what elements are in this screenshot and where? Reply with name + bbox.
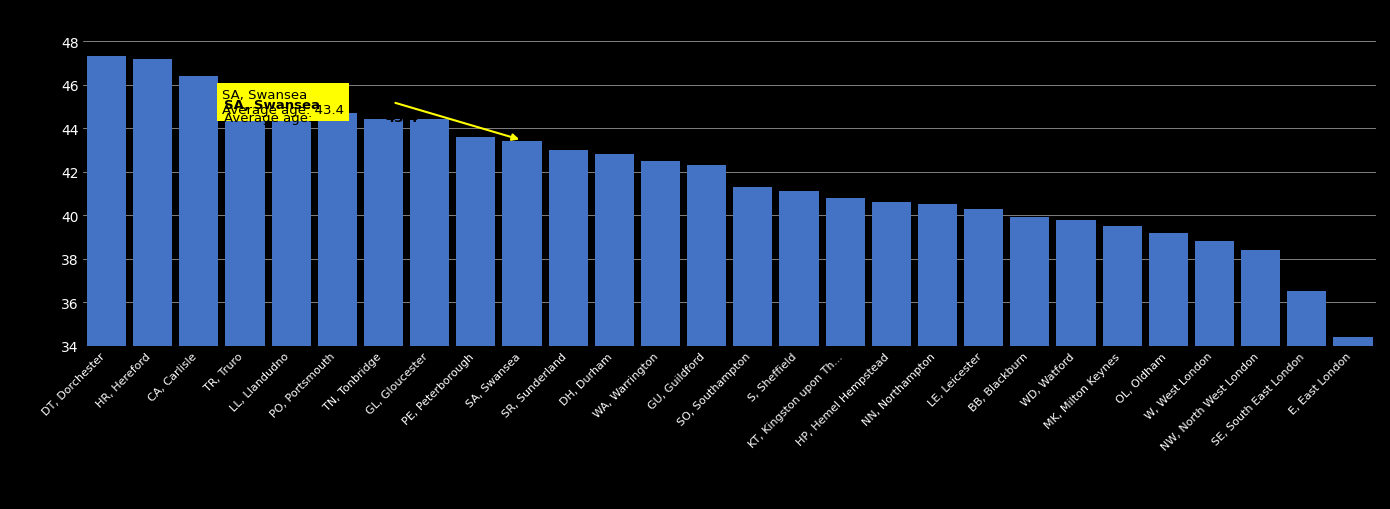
Bar	[133, 60, 172, 509]
Bar	[318, 114, 357, 509]
Bar	[86, 58, 126, 509]
Bar	[364, 120, 403, 509]
Bar	[965, 209, 1004, 509]
Bar	[780, 192, 819, 509]
Bar	[410, 120, 449, 509]
Bar	[826, 199, 865, 509]
Text: Average age:: Average age:	[224, 112, 317, 125]
Bar	[687, 166, 727, 509]
Bar	[595, 155, 634, 509]
Bar	[917, 205, 958, 509]
Bar	[1056, 220, 1095, 509]
Bar	[1148, 233, 1188, 509]
Bar	[1241, 250, 1280, 509]
Bar	[456, 137, 495, 509]
Text: SA, Swansea: SA, Swansea	[224, 99, 320, 112]
Text: 43.4: 43.4	[386, 112, 418, 125]
Bar	[1333, 337, 1373, 509]
Bar	[1195, 242, 1234, 509]
Bar	[1102, 227, 1141, 509]
Bar	[225, 101, 264, 509]
Bar	[1287, 292, 1326, 509]
Bar	[502, 142, 542, 509]
Bar	[1011, 218, 1049, 509]
Text: SA, Swansea
Average age: 43.4: SA, Swansea Average age: 43.4	[222, 89, 343, 117]
Bar	[733, 188, 773, 509]
Bar	[179, 77, 218, 509]
Bar	[271, 109, 311, 509]
Bar	[641, 161, 680, 509]
Bar	[549, 151, 588, 509]
Bar	[872, 203, 910, 509]
